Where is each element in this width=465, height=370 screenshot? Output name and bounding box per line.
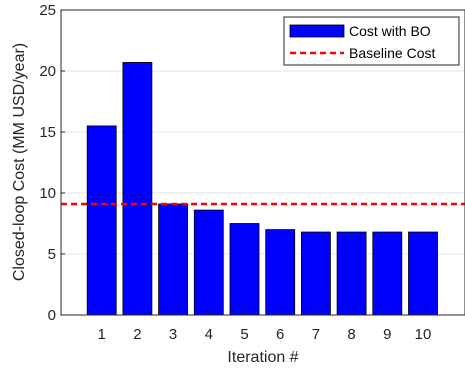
- y-tick-label-10: 10: [39, 185, 56, 202]
- x-tick-label-1: 1: [98, 326, 106, 343]
- bar-3: [158, 203, 189, 316]
- x-tick-label-7: 7: [312, 326, 320, 343]
- y-axis-label: Closed-loop Cost (MM USD/year): [11, 43, 28, 281]
- bar-10: [408, 231, 438, 316]
- y-tick-label-25: 25: [39, 2, 56, 19]
- bars: [86, 62, 438, 316]
- y-tick-label-15: 15: [39, 124, 56, 141]
- x-tick-label-3: 3: [169, 326, 177, 343]
- bar-9: [372, 231, 403, 316]
- bar-2: [122, 62, 153, 316]
- y-tick-label-5: 5: [48, 246, 56, 263]
- x-tick-label-8: 8: [347, 326, 355, 343]
- x-tick-label-2: 2: [133, 326, 141, 343]
- bar-5: [229, 223, 260, 316]
- x-tick-label-10: 10: [415, 326, 432, 343]
- x-tick-label-6: 6: [276, 326, 284, 343]
- bar-6: [265, 229, 296, 316]
- y-tick-labels: 0 5 10 15 20 25: [39, 2, 65, 324]
- x-tick-labels: 1 2 3 4 5 6 7 8 9 10: [98, 311, 432, 343]
- bar-8: [336, 231, 367, 316]
- x-tick-label-4: 4: [205, 326, 213, 343]
- plot-frame: [60, 9, 465, 316]
- bar-1: [86, 125, 117, 316]
- x-axis-label: Iteration #: [227, 349, 298, 366]
- bar-7: [300, 231, 331, 316]
- legend: Cost with BO Baseline Cost: [283, 16, 460, 66]
- x-tick-label-5: 5: [240, 326, 248, 343]
- bar-4: [193, 209, 224, 316]
- legend-label-baseline: Baseline Cost: [349, 45, 435, 61]
- legend-swatch-bars: [289, 24, 345, 38]
- x-tick-label-9: 9: [383, 326, 391, 343]
- legend-label-bars: Cost with BO: [349, 23, 431, 39]
- y-tick-label-20: 20: [39, 63, 56, 80]
- y-tick-label-0: 0: [48, 307, 56, 324]
